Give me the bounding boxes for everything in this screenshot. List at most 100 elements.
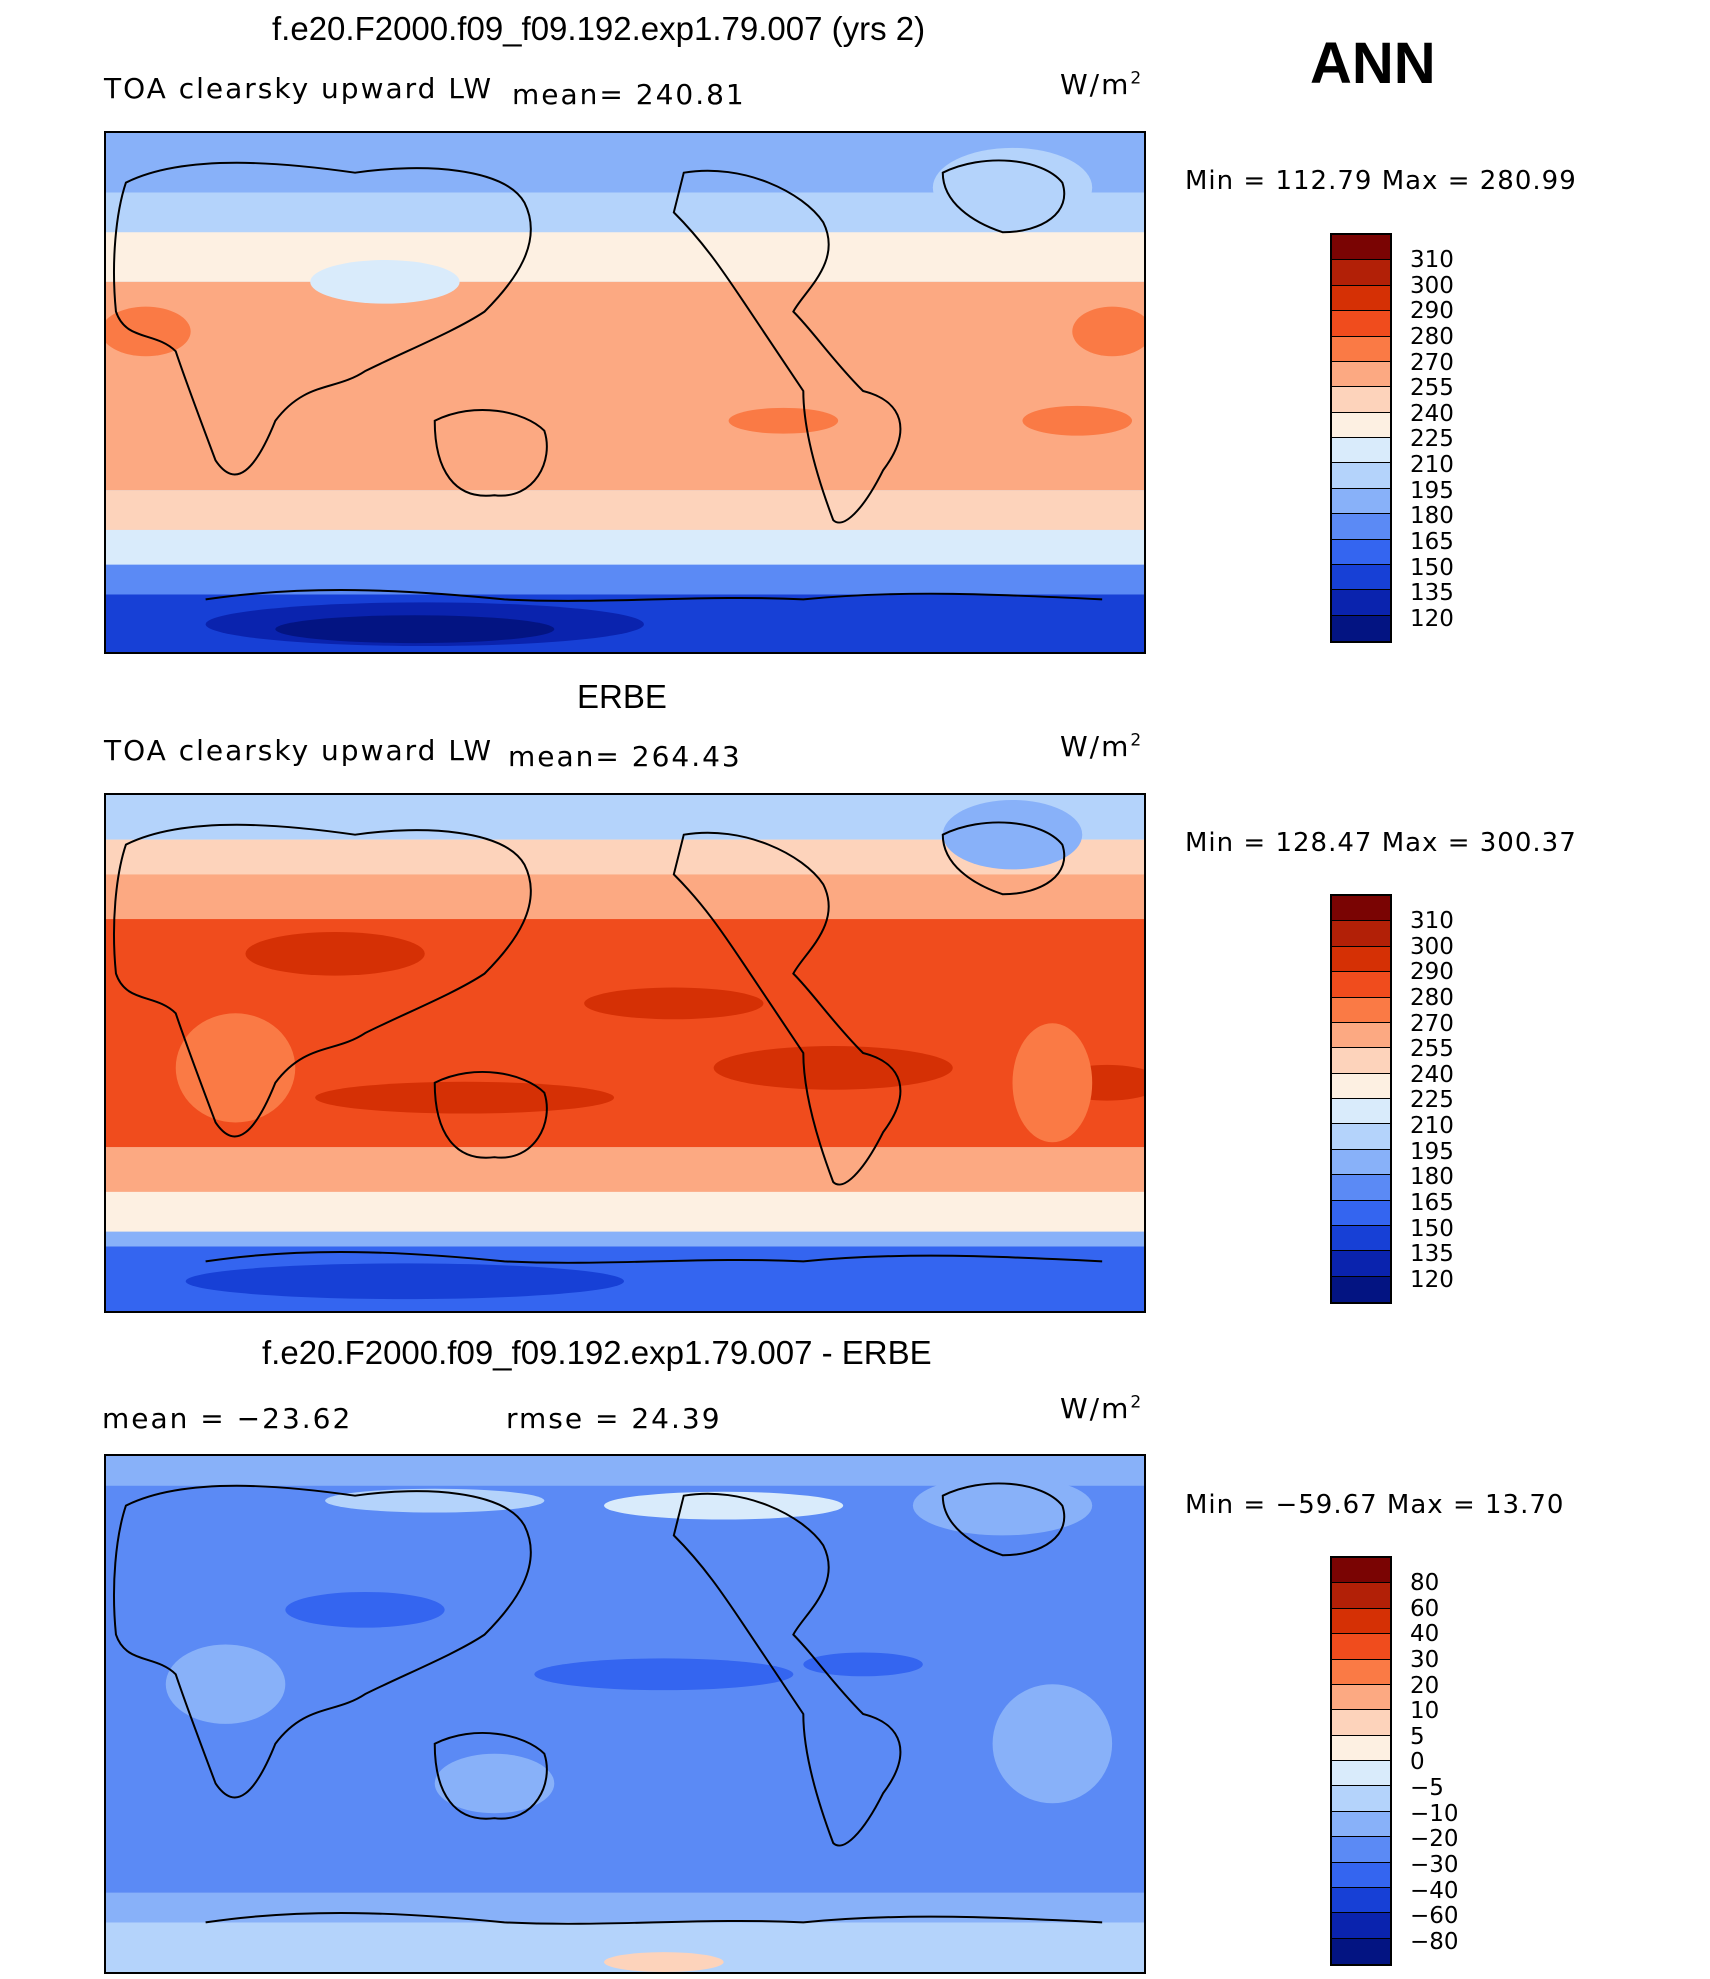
- colorbar-tick: 310: [1410, 908, 1454, 934]
- colorbar-tick: 270: [1410, 1010, 1454, 1037]
- panel2-title: ERBE: [577, 678, 667, 715]
- panel1-mean: mean= 240.81: [512, 78, 746, 111]
- panel2-map: [104, 793, 1146, 1313]
- colorbar-tick: −40: [1410, 1877, 1459, 1904]
- panel2-map-field: [106, 795, 1144, 1311]
- panel3-colorbar-segment: [1332, 1558, 1390, 1584]
- panel2-variable-label: TOA clearsky upward LW: [104, 734, 494, 767]
- panel1-colorbar-segment: [1332, 311, 1390, 337]
- panel1-title: f.e20.F2000.f09_f09.192.exp1.79.007 (yrs…: [272, 10, 926, 47]
- colorbar-tick: 270: [1410, 349, 1454, 376]
- panel3-colorbar-segment: [1332, 1659, 1390, 1685]
- panel3-map: [104, 1454, 1146, 1974]
- colorbar-tick: 280: [1410, 984, 1454, 1011]
- panel1-colorbar-segment: [1332, 285, 1390, 312]
- colorbar-tick: 120: [1410, 1266, 1454, 1293]
- panel2-colorbar-segment: [1332, 997, 1390, 1023]
- colorbar-tick: 40: [1410, 1621, 1440, 1648]
- colorbar-tick: 225: [1410, 426, 1454, 453]
- panel3-colorbar-segment: [1332, 1837, 1390, 1863]
- panel3-colorbar: [1330, 1556, 1392, 1966]
- panel3-title: f.e20.F2000.f09_f09.192.exp1.79.007 - ER…: [262, 1334, 932, 1371]
- panel3-colorbar-segment: [1332, 1608, 1390, 1635]
- colorbar-tick: 5: [1410, 1723, 1425, 1750]
- colorbar-tick: 30: [1410, 1646, 1440, 1673]
- panel2-colorbar-segment: [1332, 1200, 1390, 1226]
- panel3-colorbar-segment: [1332, 1938, 1390, 1964]
- colorbar-tick: 300: [1410, 933, 1454, 960]
- panel1-units: W/m2: [1060, 68, 1144, 101]
- colorbar-tick: 290: [1410, 959, 1454, 986]
- panel3-colorbar-segment: [1332, 1887, 1390, 1914]
- panel3-rmse: rmse = 24.39: [506, 1402, 722, 1435]
- colorbar-tick: 165: [1410, 528, 1454, 555]
- panel1-colorbar-segment: [1332, 336, 1390, 362]
- panel1-colorbar: [1330, 233, 1392, 643]
- panel3-colorbar-segment: [1332, 1583, 1390, 1609]
- colorbar-tick: 240: [1410, 400, 1454, 427]
- panel2-colorbar-segment: [1332, 921, 1390, 947]
- panel1-map: [104, 131, 1146, 654]
- panel3-colorbar-segment: [1332, 1634, 1390, 1660]
- colorbar-tick: 195: [1410, 1138, 1454, 1165]
- panel1-map-field: [106, 133, 1144, 652]
- panel1-minmax: Min = 112.79 Max = 280.99: [1185, 166, 1577, 196]
- colorbar-tick: 290: [1410, 298, 1454, 325]
- panel1-colorbar-segment: [1332, 590, 1390, 616]
- panel2-colorbar-segment: [1332, 896, 1390, 922]
- panel3-map-field: [106, 1456, 1144, 1972]
- panel3-colorbar-segment: [1332, 1811, 1390, 1838]
- panel3-minmax: Min = −59.67 Max = 13.70: [1185, 1490, 1565, 1520]
- panel1-colorbar-segment: [1332, 539, 1390, 565]
- panel1-colorbar-segment: [1332, 260, 1390, 286]
- colorbar-tick: 150: [1410, 1215, 1454, 1242]
- colorbar-tick: 80: [1410, 1570, 1440, 1596]
- panel2-colorbar-segment: [1332, 1276, 1390, 1302]
- colorbar-tick: −80: [1410, 1928, 1459, 1955]
- colorbar-tick: 20: [1410, 1672, 1440, 1699]
- colorbar-tick: 150: [1410, 554, 1454, 581]
- colorbar-tick: 225: [1410, 1087, 1454, 1114]
- panel1-colorbar-segment: [1332, 387, 1390, 413]
- colorbar-tick: 300: [1410, 272, 1454, 299]
- colorbar-tick: −10: [1410, 1800, 1459, 1827]
- panel2-units: W/m2: [1060, 730, 1144, 763]
- colorbar-tick: −60: [1410, 1903, 1459, 1930]
- colorbar-tick: −30: [1410, 1851, 1459, 1878]
- panel2-colorbar-segment: [1332, 1099, 1390, 1125]
- colorbar-tick: 210: [1410, 1113, 1454, 1139]
- colorbar-tick: −20: [1410, 1826, 1459, 1853]
- panel1-colorbar-segment: [1332, 361, 1390, 388]
- colorbar-tick: 255: [1410, 375, 1454, 402]
- panel2-colorbar-segment: [1332, 972, 1390, 998]
- colorbar-tick: 10: [1410, 1698, 1440, 1725]
- panel1-variable-label: TOA clearsky upward LW: [104, 72, 494, 105]
- panel2-colorbar-segment: [1332, 1175, 1390, 1201]
- colorbar-tick: 240: [1410, 1061, 1454, 1088]
- panel2-colorbar-segment: [1332, 1251, 1390, 1277]
- panel2-colorbar: [1330, 894, 1392, 1304]
- colorbar-tick: 310: [1410, 247, 1454, 273]
- panel2-colorbar-segment: [1332, 1073, 1390, 1099]
- season-label: ANN: [1310, 31, 1436, 96]
- panel2-colorbar-segment: [1332, 1022, 1390, 1049]
- panel3-colorbar-segment: [1332, 1761, 1390, 1787]
- panel1-colorbar-segment: [1332, 235, 1390, 261]
- colorbar-tick: 280: [1410, 323, 1454, 350]
- colorbar-tick: 210: [1410, 452, 1454, 478]
- colorbar-tick: 135: [1410, 580, 1454, 607]
- panel3-mean: mean = −23.62: [102, 1402, 353, 1435]
- panel2-colorbar-segment: [1332, 1048, 1390, 1074]
- panel3-colorbar-segment: [1332, 1684, 1390, 1711]
- panel3-colorbar-segment: [1332, 1862, 1390, 1888]
- panel3-colorbar-segment: [1332, 1710, 1390, 1736]
- panel2-colorbar-segment: [1332, 1124, 1390, 1150]
- colorbar-tick: 180: [1410, 1164, 1454, 1191]
- panel1-colorbar-segment: [1332, 615, 1390, 641]
- colorbar-tick: 0: [1410, 1749, 1425, 1776]
- panel3-colorbar-segment: [1332, 1786, 1390, 1812]
- colorbar-tick: −5: [1410, 1775, 1444, 1801]
- panel2-minmax: Min = 128.47 Max = 300.37: [1185, 828, 1577, 858]
- colorbar-tick: 195: [1410, 477, 1454, 504]
- panel2-colorbar-segment: [1332, 946, 1390, 973]
